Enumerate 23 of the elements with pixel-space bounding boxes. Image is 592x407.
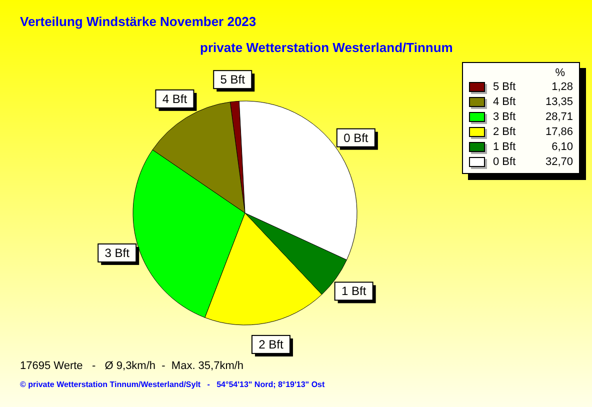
data-label: 32,70 xyxy=(544,156,573,168)
legend-label: 0 Bft xyxy=(493,156,517,168)
slice-label: 5 Bft xyxy=(220,72,246,87)
data-label: 28,71 xyxy=(544,110,573,122)
legend-label: 3 Bft xyxy=(493,110,517,122)
slice-label: 4 Bft xyxy=(162,92,188,106)
legend-label: 1 Bft xyxy=(493,140,517,152)
legend-label: 4 Bft xyxy=(493,96,517,108)
data-label: 6,10 xyxy=(550,140,573,152)
slice-label: 2 Bft xyxy=(258,337,284,352)
text: © private Wetterstation Tinnum/Westerland/Sylt - 54°54'13" Nord; 8°19'13" Ost xyxy=(20,380,325,389)
chart-title: Verteilung Windstärke November 2023 xyxy=(20,14,256,29)
data-label: 17,86 xyxy=(544,126,573,138)
legend-label: 2 Bft xyxy=(493,126,517,138)
data-label: 13,35 xyxy=(544,96,573,108)
slice-label: 1 Bft xyxy=(341,284,367,298)
slice-label: 0 Bft xyxy=(344,130,369,145)
legend-label: 5 Bft xyxy=(493,80,517,92)
text: 17695 Werte - Ø 9,3km/h - Max. 35,7km/h xyxy=(20,360,244,372)
chart-subtitle: private Wetterstation Westerland/Tinnum xyxy=(200,40,453,55)
data-label: 1,28 xyxy=(550,80,573,92)
slice-label: 3 Bft xyxy=(104,246,130,260)
legend-title: % xyxy=(554,67,566,79)
